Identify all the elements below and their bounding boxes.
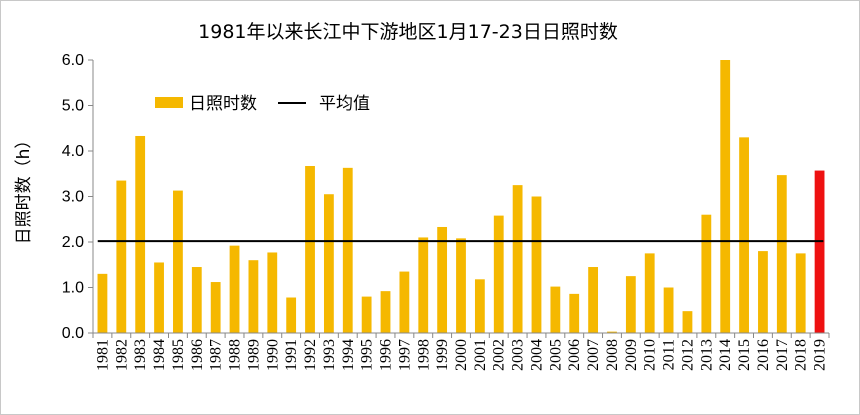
bar-1992	[305, 166, 315, 333]
x-tick-label: 2004	[528, 339, 545, 371]
x-tick-label: 2002	[491, 339, 508, 371]
x-tick-label: 1996	[378, 339, 395, 371]
bar-1996	[380, 291, 391, 333]
bar-2017	[776, 175, 787, 333]
bar-2013	[701, 214, 712, 333]
x-tick-label: 1990	[264, 339, 281, 371]
y-tick-label: 3.0	[62, 189, 84, 206]
y-tick-label: 6.0	[62, 52, 84, 69]
bar-1991	[286, 297, 297, 333]
x-tick-label: 2012	[679, 339, 696, 371]
x-tick-label: 2015	[736, 339, 753, 371]
x-tick-label: 2003	[510, 339, 527, 371]
bar-2001	[474, 279, 485, 333]
x-tick-label: 2013	[698, 339, 715, 371]
legend-label-average: 平均值	[319, 94, 370, 114]
bar-1986	[191, 267, 202, 333]
bar-1984	[154, 262, 164, 333]
x-tick-label: 1998	[415, 339, 432, 371]
bar-2000	[456, 238, 466, 333]
x-tick-label: 2016	[755, 339, 772, 371]
x-tick-label: 2019	[812, 339, 829, 371]
bar-2016	[758, 251, 768, 333]
y-tick-label: 4.0	[62, 143, 84, 160]
bar-2014	[720, 60, 731, 333]
bar-2004	[531, 196, 542, 333]
x-tick-label: 2007	[585, 339, 602, 371]
x-tick-label: 2000	[453, 339, 470, 371]
bar-1998	[418, 237, 429, 333]
x-tick-label: 2009	[623, 339, 640, 371]
x-tick-label: 1981	[94, 339, 111, 371]
bar-2018	[795, 253, 806, 334]
x-tick-label: 1992	[302, 339, 319, 371]
x-tick-label: 1988	[227, 339, 244, 371]
bar-2015	[739, 137, 749, 333]
x-tick-label: 2011	[661, 339, 678, 370]
bar-1995	[361, 296, 372, 333]
legend-swatch-sunshine	[155, 97, 183, 108]
x-tick-label: 2005	[547, 339, 564, 371]
bar-2007	[588, 267, 599, 333]
x-tick-label: 1989	[245, 339, 262, 371]
x-tick-label: 2014	[717, 339, 734, 371]
bar-2003	[512, 185, 523, 334]
legend-label-sunshine: 日照时数	[189, 94, 257, 114]
bar-2005	[550, 286, 561, 333]
bar-2008	[607, 331, 617, 333]
bar-1983	[135, 135, 146, 333]
bar-1987	[210, 282, 221, 333]
x-tick-label: 1999	[434, 339, 451, 371]
bar-2019	[814, 170, 825, 333]
bar-2002	[493, 215, 504, 333]
bar-1997	[399, 271, 410, 333]
y-axis-label: 日照时数（h）	[14, 132, 34, 245]
bar-1990	[267, 252, 278, 333]
x-tick-label: 1984	[151, 339, 168, 371]
bar-1993	[323, 194, 334, 333]
y-tick-label: 5.0	[62, 98, 84, 115]
bar-1989	[248, 260, 259, 333]
bar-1999	[437, 226, 448, 333]
bar-2009	[625, 276, 636, 334]
chart-title: 1981年以来长江中下游地区1月17-23日日照时数	[198, 21, 618, 43]
x-tick-label: 1987	[208, 339, 225, 371]
x-tick-label: 1991	[283, 339, 300, 371]
x-tick-label: 1986	[189, 339, 206, 371]
x-tick-label: 2018	[793, 339, 810, 371]
y-tick-label: 0.0	[62, 325, 84, 342]
bar-2011	[663, 287, 674, 333]
y-tick-label: 2.0	[62, 234, 84, 251]
x-tick-label: 1982	[113, 339, 130, 371]
bar-1988	[229, 245, 240, 333]
bar-2012	[682, 311, 693, 333]
x-tick-label: 2008	[604, 339, 621, 371]
x-tick-label: 1995	[359, 339, 376, 371]
x-tick-label: 1983	[132, 339, 149, 371]
x-tick-label: 2017	[774, 339, 791, 371]
x-tick-label: 2010	[642, 339, 659, 371]
bar-1981	[97, 273, 108, 333]
x-tick-label: 2001	[472, 339, 489, 371]
y-tick-label: 1.0	[62, 280, 84, 297]
bar-1994	[342, 167, 353, 333]
x-tick-label: 1985	[170, 339, 187, 371]
x-tick-label: 1997	[396, 339, 413, 371]
bar-2006	[569, 293, 580, 333]
x-tick-label: 2006	[566, 339, 583, 371]
x-tick-label: 1994	[340, 339, 357, 371]
bar-2010	[644, 253, 655, 334]
bar-1982	[116, 180, 127, 333]
x-tick-label: 1993	[321, 339, 338, 371]
legend: 日照时数 平均值	[155, 94, 370, 114]
bar-1985	[173, 190, 183, 333]
